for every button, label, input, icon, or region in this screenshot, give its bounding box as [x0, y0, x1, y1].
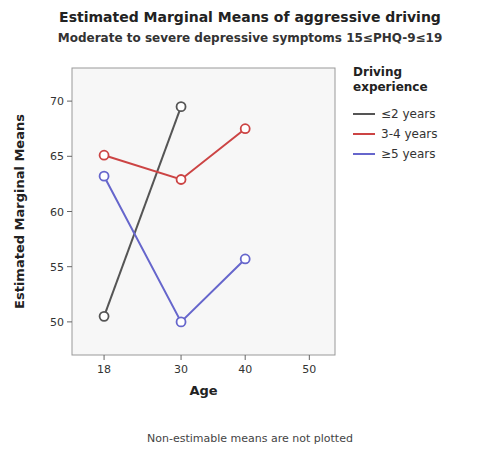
point	[241, 254, 250, 263]
plot-frame	[72, 68, 335, 355]
point	[241, 124, 250, 133]
x-tick-label: 18	[97, 363, 111, 376]
y-tick-label: 50	[50, 316, 64, 329]
x-axis-label: Age	[189, 383, 217, 398]
series-line	[104, 107, 181, 317]
legend-entry: ≤2 years	[381, 107, 436, 121]
legend: Drivingexperience ≤2 years 3-4 years ≥5 yea…	[353, 65, 437, 161]
subtitle: Moderate to severe depressive symptoms 1…	[58, 31, 443, 45]
point	[100, 312, 109, 321]
legend-swatch	[353, 113, 375, 115]
x-tick	[309, 355, 310, 360]
y-tick	[67, 101, 72, 102]
legend-title: Drivingexperience	[353, 65, 428, 94]
title: Estimated Marginal Means of aggressive d…	[59, 9, 441, 25]
y-tick	[67, 321, 72, 322]
point	[100, 151, 109, 160]
point	[100, 172, 109, 181]
y-tick-label: 65	[50, 150, 64, 163]
point	[177, 317, 186, 326]
y-tick-label: 60	[50, 206, 64, 219]
x-tick	[104, 355, 105, 360]
y-tick-label: 70	[50, 95, 64, 108]
y-tick	[67, 266, 72, 267]
legend-entry: 3-4 years	[381, 127, 437, 141]
series-line	[104, 129, 245, 180]
x-tick	[181, 355, 182, 360]
x-tick-label: 50	[302, 363, 316, 376]
legend-swatch	[353, 133, 375, 135]
series-line	[104, 176, 245, 322]
y-tick	[67, 156, 72, 157]
x-tick-label: 30	[174, 363, 188, 376]
point	[177, 102, 186, 111]
x-tick	[245, 355, 246, 360]
legend-swatch	[353, 153, 375, 155]
y-axis-label: Estimated Marginal Means	[12, 114, 27, 309]
legend-entry: ≥5 years	[381, 147, 436, 161]
data	[100, 102, 250, 326]
point	[177, 175, 186, 184]
y-tick-label: 55	[50, 261, 64, 274]
y-tick	[67, 211, 72, 212]
chart: Estimated Marginal Means of aggressive d…	[0, 0, 500, 454]
axes: 18 30 40 50 50 55 60 65 70	[50, 95, 316, 376]
x-tick-label: 40	[238, 363, 252, 376]
footnote: Non-estimable means are not plotted	[147, 432, 353, 445]
